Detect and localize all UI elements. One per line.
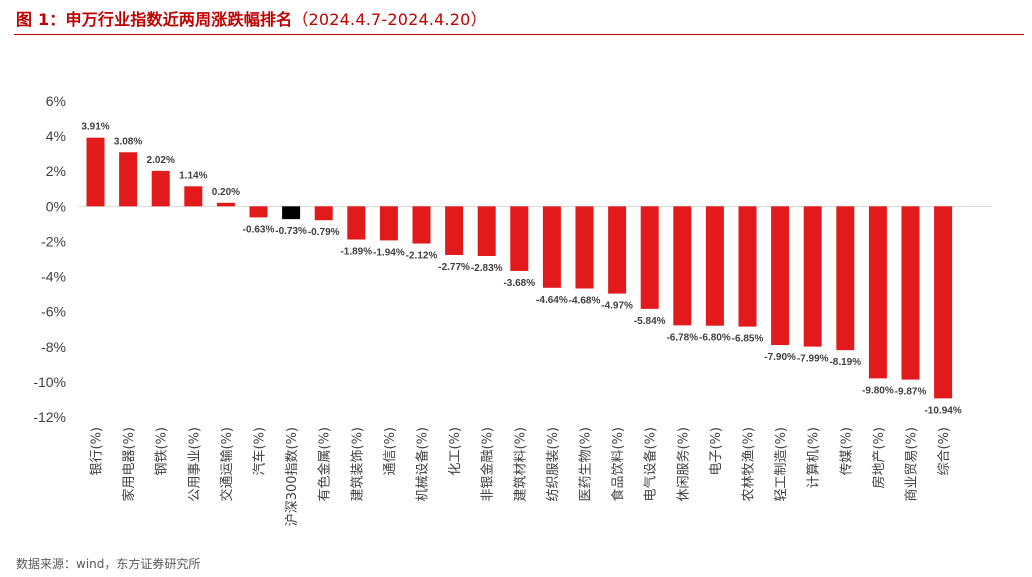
data-label: -6.78%: [666, 332, 698, 343]
bar: [934, 206, 953, 399]
bar: [379, 206, 398, 241]
data-label: 3.91%: [81, 122, 109, 133]
bar: [673, 206, 692, 326]
data-label: -2.83%: [471, 263, 503, 274]
category-label: 农林牧渔(%): [742, 427, 757, 502]
chart-title: 图 1：申万行业指数近两周涨跌幅排名（2024.4.7-2024.4.20）: [16, 6, 487, 30]
category-label: 综合(%): [937, 427, 952, 476]
category-label: 建筑装饰(%): [349, 427, 365, 502]
category-label: 家用电器(%): [121, 427, 137, 502]
y-tick-label: 4%: [46, 128, 66, 144]
category-label: 食品饮料(%): [610, 427, 626, 502]
category-label: 汽车(%): [252, 427, 268, 476]
bar: [575, 206, 594, 289]
bar: [738, 206, 757, 327]
data-label: -3.68%: [503, 278, 535, 289]
chart-title-range: （2024.4.7-2024.4.20）: [292, 10, 487, 29]
category-label: 商业贸易(%): [905, 427, 920, 502]
bar: [314, 206, 333, 221]
bar: [412, 206, 431, 244]
y-tick-label: 6%: [46, 93, 66, 109]
data-label: -4.97%: [601, 301, 633, 312]
category-label: 有色金属(%): [317, 427, 333, 502]
bar: [151, 170, 170, 207]
bar: [477, 206, 496, 257]
data-label: -0.63%: [243, 224, 275, 235]
category-label: 纺织服装(%): [546, 427, 561, 502]
data-label: 3.08%: [114, 136, 142, 147]
data-label: 0.20%: [212, 187, 240, 198]
data-label: -0.73%: [275, 226, 307, 237]
bar: [608, 206, 627, 294]
bar: [445, 206, 464, 255]
data-label: -7.90%: [764, 352, 796, 363]
data-label: -9.87%: [895, 387, 927, 398]
category-label: 传媒(%): [839, 427, 854, 476]
category-label: 化工(%): [448, 427, 463, 476]
category-label: 房地产(%): [871, 427, 887, 489]
data-label: -2.12%: [406, 251, 438, 262]
category-label: 电气设备(%): [643, 427, 659, 502]
data-label: -5.84%: [634, 316, 666, 327]
data-label: -1.94%: [373, 247, 405, 258]
bar: [249, 206, 268, 218]
category-label: 通信(%): [383, 427, 398, 476]
category-label: 机械设备(%): [415, 427, 431, 502]
data-label: 2.02%: [147, 155, 175, 166]
data-label: -8.19%: [829, 357, 861, 368]
bar: [184, 186, 203, 207]
bar: [282, 206, 301, 220]
category-label: 非银金融(%): [480, 427, 496, 502]
category-label: 轻工制造(%): [774, 427, 789, 502]
y-tick-label: 0%: [46, 198, 66, 214]
y-tick-label: -8%: [41, 339, 66, 355]
data-label: -10.94%: [924, 405, 961, 416]
data-label: -4.64%: [536, 295, 568, 306]
data-label: -1.89%: [340, 247, 372, 258]
bar: [86, 137, 105, 207]
bar: [771, 206, 790, 346]
category-label: 休闲服务(%): [675, 427, 691, 502]
y-tick-label: -2%: [41, 233, 66, 249]
y-tick-label: -4%: [41, 269, 66, 285]
bar: [803, 206, 822, 347]
y-tick-label: -6%: [41, 304, 66, 320]
title-divider: [14, 34, 1024, 35]
y-tick-label: -12%: [33, 409, 66, 425]
category-label: 交通运输(%): [219, 427, 235, 502]
bar: [119, 152, 138, 207]
category-label: 沪深300指数(%): [284, 427, 300, 526]
bar: [901, 206, 920, 380]
data-label: -7.99%: [797, 354, 829, 365]
data-label: -9.80%: [862, 385, 894, 396]
y-tick-label: -10%: [33, 374, 66, 390]
bar: [868, 206, 887, 379]
category-label: 银行(%): [90, 427, 105, 476]
data-label: -2.77%: [438, 262, 470, 273]
bar: [347, 206, 366, 240]
data-label: 1.14%: [179, 170, 207, 181]
chart-title-main: 图 1：申万行业指数近两周涨跌幅排名: [16, 10, 293, 29]
data-label: -0.79%: [308, 227, 340, 238]
data-label: -4.68%: [569, 295, 601, 306]
category-label: 建筑材料(%): [512, 427, 528, 502]
bar: [510, 206, 529, 271]
y-tick-label: 2%: [46, 163, 66, 179]
category-label: 电子(%): [709, 427, 724, 476]
bar: [542, 206, 561, 288]
bar: [705, 206, 724, 326]
source-note: 数据来源：wind，东方证券研究所: [16, 557, 201, 571]
data-label: -6.85%: [732, 334, 764, 345]
bar: [836, 206, 855, 351]
category-label: 公用事业(%): [187, 427, 202, 502]
bar: [640, 206, 659, 309]
category-label: 钢铁(%): [155, 427, 170, 476]
data-label: -6.80%: [699, 333, 731, 344]
category-label: 医药生物(%): [579, 427, 594, 502]
bar: [216, 202, 235, 207]
category-label: 计算机(%): [807, 427, 822, 489]
